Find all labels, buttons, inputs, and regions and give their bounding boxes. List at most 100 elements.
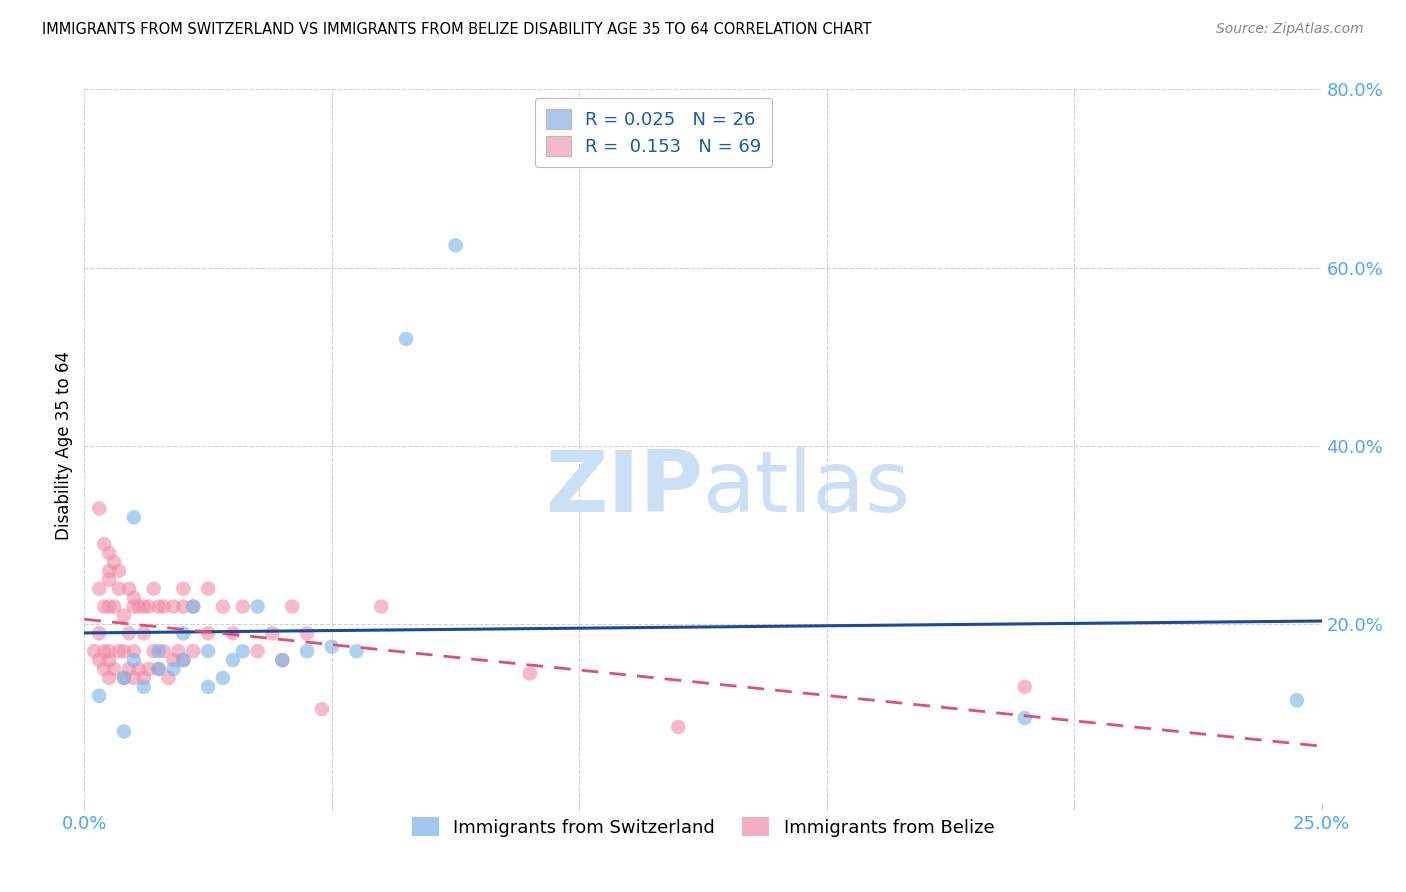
Point: [98, 546, 121, 560]
Point: [281, 599, 304, 614]
Point: [162, 653, 184, 667]
Point: [1285, 693, 1308, 707]
Point: [295, 644, 318, 658]
Point: [98, 671, 121, 685]
Point: [89, 501, 111, 516]
Point: [93, 662, 115, 676]
Y-axis label: Disability Age 35 to 64: Disability Age 35 to 64: [55, 351, 73, 541]
Point: [108, 644, 131, 658]
Point: [108, 582, 131, 596]
Point: [93, 644, 115, 658]
Point: [346, 644, 368, 658]
Point: [112, 644, 135, 658]
Point: [98, 573, 121, 587]
Point: [98, 564, 121, 578]
Point: [132, 626, 155, 640]
Point: [1014, 680, 1036, 694]
Point: [93, 537, 115, 551]
Point: [132, 680, 155, 694]
Point: [98, 653, 121, 667]
Point: [142, 644, 165, 658]
Point: [444, 238, 467, 252]
Point: [162, 599, 184, 614]
Point: [83, 644, 105, 658]
Point: [122, 671, 145, 685]
Point: [128, 599, 150, 614]
Point: [118, 626, 141, 640]
Point: [172, 582, 194, 596]
Point: [98, 599, 121, 614]
Point: [122, 599, 145, 614]
Point: [112, 671, 135, 685]
Point: [148, 599, 170, 614]
Point: [103, 599, 125, 614]
Point: [148, 662, 170, 676]
Point: [197, 644, 219, 658]
Text: ZIP: ZIP: [546, 447, 703, 531]
Point: [222, 626, 245, 640]
Point: [167, 644, 190, 658]
Point: [138, 662, 160, 676]
Point: [172, 653, 194, 667]
Point: [212, 599, 235, 614]
Point: [142, 582, 165, 596]
Point: [103, 662, 125, 676]
Point: [118, 582, 141, 596]
Point: [666, 720, 689, 734]
Point: [157, 671, 180, 685]
Point: [311, 702, 333, 716]
Point: [262, 626, 284, 640]
Point: [118, 662, 141, 676]
Point: [148, 662, 170, 676]
Point: [197, 680, 219, 694]
Point: [172, 599, 194, 614]
Point: [181, 644, 204, 658]
Point: [152, 599, 174, 614]
Point: [295, 626, 318, 640]
Point: [93, 599, 115, 614]
Point: [1014, 711, 1036, 725]
Point: [370, 599, 392, 614]
Text: IMMIGRANTS FROM SWITZERLAND VS IMMIGRANTS FROM BELIZE DISABILITY AGE 35 TO 64 CO: IMMIGRANTS FROM SWITZERLAND VS IMMIGRANT…: [42, 22, 872, 37]
Legend: Immigrants from Switzerland, Immigrants from Belize: Immigrants from Switzerland, Immigrants …: [405, 810, 1001, 844]
Point: [98, 644, 121, 658]
Point: [122, 644, 145, 658]
Point: [232, 599, 254, 614]
Point: [122, 653, 145, 667]
Text: Source: ZipAtlas.com: Source: ZipAtlas.com: [1216, 22, 1364, 37]
Point: [321, 640, 343, 654]
Point: [246, 599, 269, 614]
Point: [132, 599, 155, 614]
Point: [108, 564, 131, 578]
Point: [246, 644, 269, 658]
Point: [122, 510, 145, 524]
Point: [222, 653, 245, 667]
Point: [138, 599, 160, 614]
Point: [271, 653, 294, 667]
Point: [112, 608, 135, 623]
Point: [172, 653, 194, 667]
Point: [122, 591, 145, 605]
Point: [152, 644, 174, 658]
Point: [89, 689, 111, 703]
Point: [103, 555, 125, 569]
Point: [197, 626, 219, 640]
Point: [132, 671, 155, 685]
Point: [181, 599, 204, 614]
Point: [148, 644, 170, 658]
Point: [271, 653, 294, 667]
Point: [89, 626, 111, 640]
Point: [395, 332, 418, 346]
Point: [128, 662, 150, 676]
Point: [112, 671, 135, 685]
Point: [112, 724, 135, 739]
Point: [162, 662, 184, 676]
Point: [89, 582, 111, 596]
Text: atlas: atlas: [703, 447, 911, 531]
Point: [172, 626, 194, 640]
Point: [232, 644, 254, 658]
Point: [197, 582, 219, 596]
Point: [89, 653, 111, 667]
Point: [519, 666, 541, 681]
Point: [212, 671, 235, 685]
